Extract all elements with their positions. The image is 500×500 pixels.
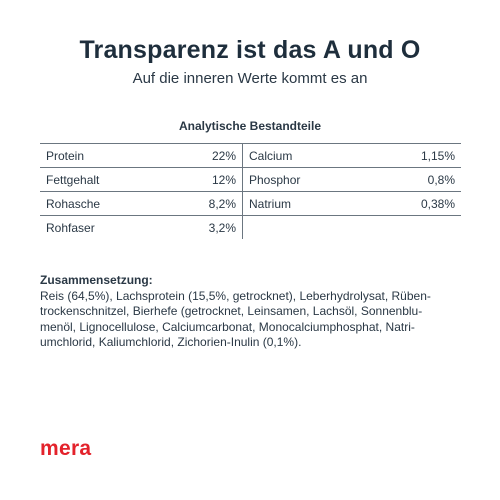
table-row: Rohasche 8,2% Natrium 0,38%: [40, 191, 461, 216]
analysis-heading: Analytische Bestandteile: [178, 119, 322, 133]
nutrient-name: Fettgehalt: [40, 167, 190, 192]
nutrient-name: Protein: [40, 143, 190, 168]
page-subtitle: Auf die inneren Werte kommt es an: [132, 70, 368, 87]
mineral-value: 0,8%: [385, 167, 461, 192]
nutrient-value: 3,2%: [190, 215, 243, 239]
mineral-name: [243, 216, 386, 240]
nutrient-value: 12%: [190, 167, 243, 192]
composition-heading: Zusammensetzung:: [40, 273, 153, 287]
nutrient-name: Rohfaser: [46, 220, 95, 235]
composition-text: Reis (64,5%), Lachsprotein (15,5%, getro…: [40, 288, 431, 350]
mineral-value: 1,15%: [385, 143, 461, 168]
mineral-name: Phosphor: [242, 167, 385, 192]
table-row: Fettgehalt 12% Phosphor 0,8%: [40, 167, 461, 192]
nutrient-value: 22%: [190, 143, 243, 168]
mineral-value: 0,38%: [385, 191, 461, 216]
mineral-name: Natrium: [242, 191, 385, 216]
analysis-table: Protein 22% Calcium 1,15% Fettgehalt 12%…: [40, 143, 461, 239]
nutrient-value: 8,2%: [190, 191, 243, 216]
brand-logo: mera: [40, 437, 92, 460]
table-row: Protein 22% Calcium 1,15%: [40, 143, 461, 168]
composition-section: Zusammensetzung: Reis (64,5%), Lachsprot…: [40, 273, 465, 351]
page-title: Transparenz ist das A und O: [79, 36, 421, 64]
mineral-value: [385, 216, 461, 240]
table-row: Rohfaser 3,2%: [40, 215, 461, 240]
nutrient-name: Rohasche: [40, 191, 190, 216]
mineral-name: Calcium: [242, 143, 385, 168]
